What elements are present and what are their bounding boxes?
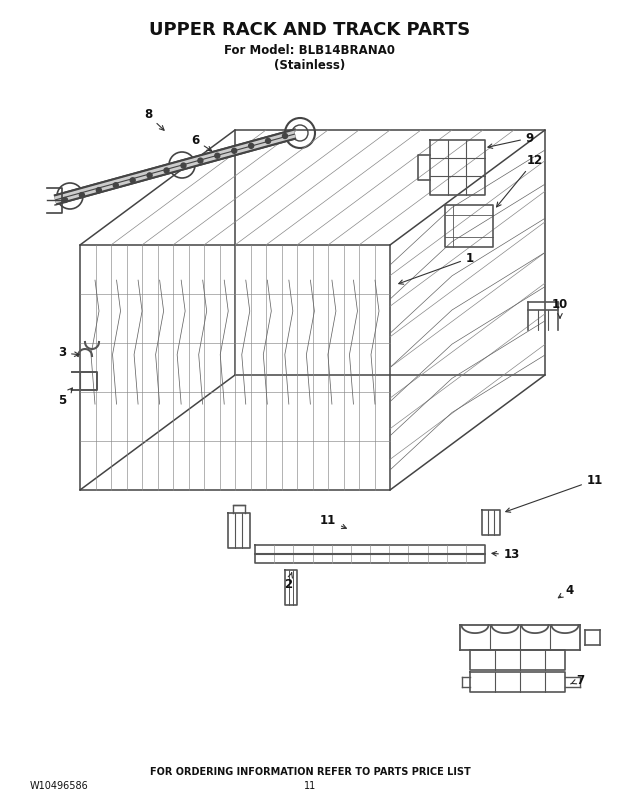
Text: 12: 12 [497, 153, 543, 207]
Text: For Model: BLB14BRANA0: For Model: BLB14BRANA0 [224, 43, 396, 56]
Text: 13: 13 [492, 549, 520, 561]
Circle shape [147, 173, 152, 178]
Circle shape [181, 163, 186, 168]
Circle shape [249, 144, 254, 148]
Text: 7: 7 [570, 674, 584, 687]
Circle shape [283, 133, 288, 139]
Text: 5: 5 [58, 388, 73, 407]
Text: 6: 6 [191, 133, 211, 151]
Text: (Stainless): (Stainless) [275, 59, 345, 71]
Text: 11: 11 [506, 473, 603, 512]
Text: 9: 9 [488, 132, 534, 148]
Circle shape [113, 183, 118, 188]
Text: 10: 10 [552, 298, 568, 318]
Circle shape [164, 168, 169, 173]
Text: 1: 1 [399, 252, 474, 284]
Circle shape [130, 178, 135, 183]
Circle shape [198, 158, 203, 163]
Circle shape [79, 192, 84, 197]
Text: 2: 2 [284, 573, 293, 592]
Circle shape [265, 139, 270, 144]
Text: UPPER RACK AND TRACK PARTS: UPPER RACK AND TRACK PARTS [149, 21, 471, 39]
Circle shape [63, 197, 68, 202]
Circle shape [215, 153, 220, 158]
Circle shape [96, 188, 101, 192]
Text: 3: 3 [58, 346, 79, 359]
Circle shape [232, 148, 237, 153]
Text: FOR ORDERING INFORMATION REFER TO PARTS PRICE LIST: FOR ORDERING INFORMATION REFER TO PARTS … [149, 767, 471, 777]
Text: 11: 11 [320, 513, 347, 529]
Text: W10496586: W10496586 [30, 781, 89, 791]
Text: 4: 4 [559, 584, 574, 597]
Text: 8: 8 [144, 108, 164, 130]
Text: 11: 11 [304, 781, 316, 791]
